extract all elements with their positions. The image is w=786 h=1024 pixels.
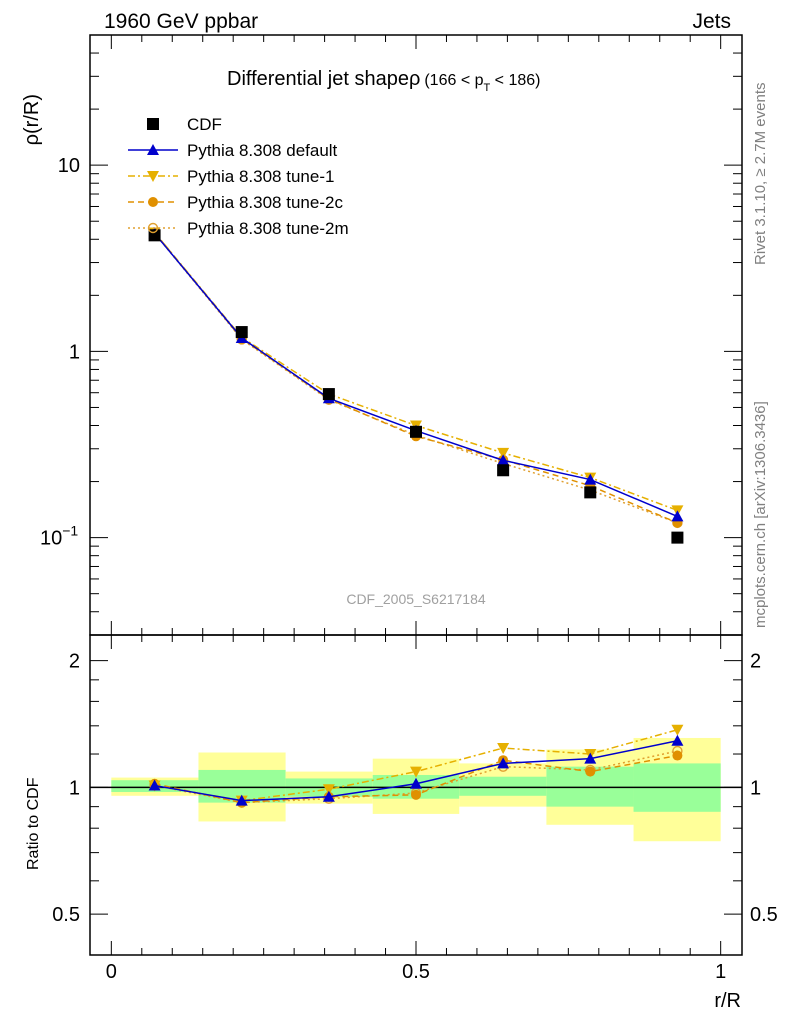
x-tick-label-2: 1 bbox=[715, 961, 726, 983]
point-top-0-3 bbox=[410, 425, 422, 438]
mcplots-label: mcplots.cern.ch [arXiv:1306.3436] bbox=[752, 401, 769, 628]
series-top bbox=[148, 227, 684, 544]
y-tick-label-bottom-right-2: 2 bbox=[750, 651, 761, 673]
point-bottom-2-3 bbox=[410, 766, 422, 778]
point-bottom-3-5 bbox=[585, 766, 596, 777]
series-line-top-1 bbox=[154, 232, 678, 518]
legend-label-0: CDF bbox=[187, 115, 222, 134]
y-axis-label-top: ρ(r/R) bbox=[21, 94, 43, 145]
analysis-id: CDF_2005_S6217184 bbox=[346, 591, 486, 607]
y-tick-label-bottom-right-0: 0.5 bbox=[750, 904, 778, 926]
point-top-0-1 bbox=[235, 326, 248, 339]
legend-label-4: Pythia 8.308 tune-2m bbox=[187, 219, 349, 238]
series-bottom bbox=[148, 724, 684, 808]
point-bottom-1-6 bbox=[671, 734, 684, 746]
y-tick-label-bottom-left-2: 2 bbox=[69, 651, 80, 673]
legend-label-1: Pythia 8.308 default bbox=[187, 141, 338, 160]
legend-marker-3 bbox=[148, 197, 158, 207]
chart-title: Differential jet shapeρ (166 < pT < 186) bbox=[227, 68, 541, 94]
series-top-0 bbox=[148, 229, 684, 544]
y-tick-label-bottom-left-1: 1 bbox=[69, 777, 80, 799]
chart-title-cut-pre: (166 < p bbox=[424, 72, 483, 89]
header-process: Jets bbox=[692, 10, 731, 33]
y-tick-label-top-2: 10 bbox=[58, 155, 80, 177]
y-axis-label-bottom: Ratio to CDF bbox=[25, 777, 42, 870]
point-bottom-2-4 bbox=[497, 743, 510, 755]
uncertainty-bands bbox=[111, 737, 721, 842]
point-top-0-4 bbox=[497, 464, 510, 477]
point-bottom-2-6 bbox=[671, 724, 684, 736]
y-tick-label-bottom-left-0: 0.5 bbox=[52, 904, 80, 926]
point-bottom-1-5 bbox=[584, 752, 597, 764]
point-bottom-1-0 bbox=[148, 779, 161, 791]
x-tick-label-0: 0 bbox=[106, 961, 117, 983]
point-bottom-3-6 bbox=[672, 750, 683, 761]
legend-marker-2 bbox=[147, 171, 159, 182]
legend: CDF Pythia 8.308 default Pythia 8.308 tune… bbox=[128, 115, 349, 238]
series-line-top-3 bbox=[154, 232, 678, 524]
legend-label-2: Pythia 8.308 tune-1 bbox=[187, 167, 334, 186]
legend-label-3: Pythia 8.308 tune-2c bbox=[187, 193, 343, 212]
point-bottom-1-1 bbox=[235, 794, 248, 806]
series-bottom-1 bbox=[148, 734, 684, 806]
chart-title-main: Differential jet shapeρ bbox=[227, 68, 420, 90]
point-top-1-4 bbox=[497, 454, 510, 466]
y-tick-label-top-0: 10−1 bbox=[40, 523, 78, 550]
point-bottom-3-3 bbox=[411, 789, 421, 800]
legend-entry-2: Pythia 8.308 tune-1 bbox=[128, 167, 334, 186]
legend-marker-1 bbox=[147, 144, 159, 155]
legend-entry-4: Pythia 8.308 tune-2m bbox=[128, 219, 349, 238]
legend-entry-0: CDF bbox=[147, 115, 222, 134]
point-top-0-2 bbox=[322, 388, 335, 401]
point-top-2-4 bbox=[497, 447, 510, 459]
axis-ticks: 0 0.5 1 10−1 1 10 0.5 0.5 1 1 2 2 bbox=[40, 34, 778, 983]
x-tick-label-1: 0.5 bbox=[402, 961, 430, 983]
legend-marker-0 bbox=[147, 118, 159, 130]
rivet-label: Rivet 3.1.10, ≥ 2.7M events bbox=[752, 83, 769, 266]
legend-marker-4 bbox=[147, 222, 159, 234]
x-axis-label: r/R bbox=[714, 990, 741, 1012]
y-tick-label-bottom-right-1: 1 bbox=[750, 777, 761, 799]
series-top-2 bbox=[148, 227, 684, 517]
point-top-1-6 bbox=[671, 510, 684, 522]
point-bottom-1-4 bbox=[497, 757, 510, 769]
point-top-0-5 bbox=[584, 486, 597, 499]
point-top-0-6 bbox=[671, 531, 684, 544]
point-top-1-5 bbox=[584, 473, 597, 485]
point-bottom-2-2 bbox=[322, 784, 335, 796]
series-line-top-2 bbox=[154, 232, 678, 512]
chart-title-cut-post: < 186) bbox=[490, 72, 540, 89]
y-tick-label-top-1: 1 bbox=[69, 341, 80, 363]
header-energy: 1960 GeV ppbar bbox=[104, 10, 258, 33]
legend-entry-3: Pythia 8.308 tune-2c bbox=[128, 193, 343, 212]
band-inner-4 bbox=[459, 776, 547, 796]
series-top-1 bbox=[148, 227, 684, 522]
point-bottom-1-2 bbox=[322, 790, 335, 802]
point-bottom-1-3 bbox=[410, 777, 422, 789]
legend-entry-1: Pythia 8.308 default bbox=[128, 141, 338, 160]
chart-title-cut-sub: T bbox=[484, 82, 491, 94]
series-line-top-4 bbox=[154, 232, 678, 524]
